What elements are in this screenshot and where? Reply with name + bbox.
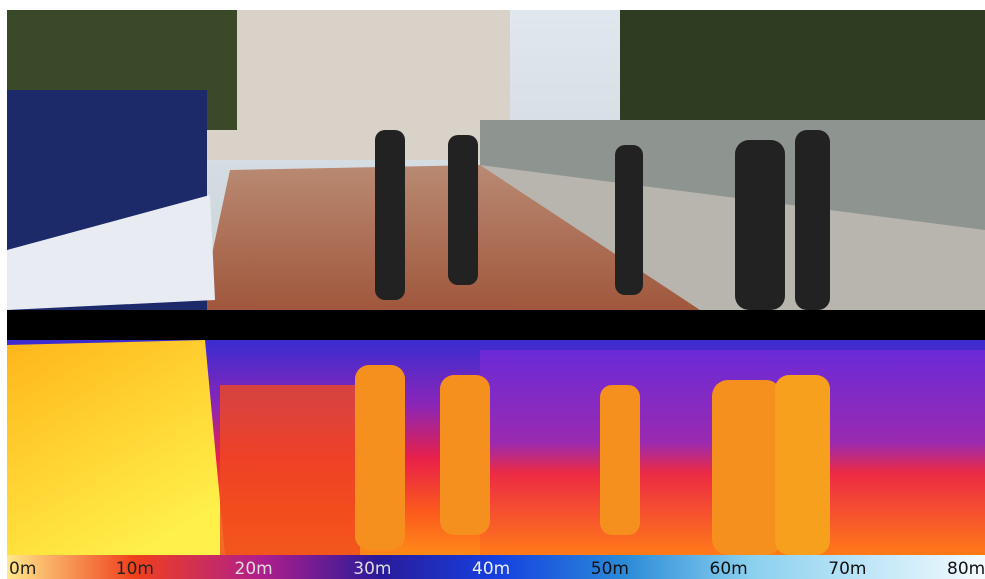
camera-image <box>7 10 985 310</box>
colorbar-tick-label: 0m <box>9 559 36 579</box>
colorbar-tick-label: 60m <box>710 559 748 579</box>
page: 0m10m20m30m40m50m60m70m80m (() => { cons… <box>0 0 985 579</box>
colorbar-tick-label: 50m <box>591 559 629 579</box>
colorbar-tick-label: 80m <box>947 559 985 579</box>
colorbar-tick-label: 70m <box>828 559 866 579</box>
colorbar-tick-label: 20m <box>235 559 273 579</box>
colorbar-tick-label: 10m <box>116 559 154 579</box>
depth-map <box>7 340 985 555</box>
stereo-depth-figure: 0m 10m 20m 30m 40m 50m 60m 70m 80m <box>0 0 985 579</box>
colorbar-tick-label: 40m <box>472 559 510 579</box>
colorbar-tick-label: 30m <box>353 559 391 579</box>
